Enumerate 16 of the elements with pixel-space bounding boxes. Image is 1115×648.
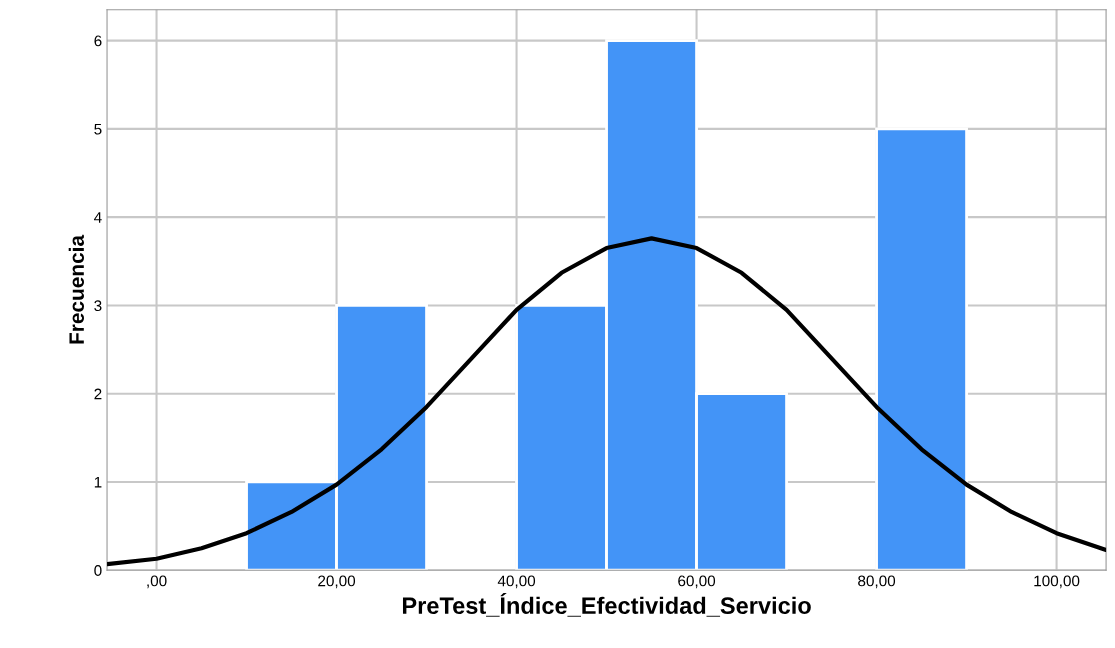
x-tick-label: 100,00 [1034,575,1080,589]
x-tick-label: 40,00 [497,575,536,589]
x-tick-label: 80,00 [858,575,896,589]
y-tick-label: 1 [94,476,102,488]
line-series [107,236,1107,567]
y-tick-label: 5 [94,123,102,135]
y-tick-label: 4 [94,212,102,223]
x-tick-label: 20,00 [318,575,356,589]
y-tick-label: 6 [94,35,102,47]
y-tick-label: 2 [94,388,102,400]
y-axis-title: Frecuencia [68,234,85,344]
x-axis-title: PreTest_Índice_Efectividad_Servicio [402,592,811,617]
y-tick-label: 0 [94,565,102,576]
y-tick-label: 3 [94,300,102,312]
x-tick-label: 60,00 [678,575,716,589]
x-tick-label: ,00 [147,575,167,589]
